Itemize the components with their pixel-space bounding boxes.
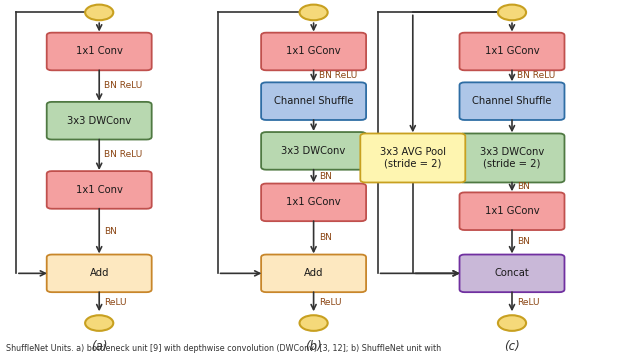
Circle shape	[85, 315, 113, 331]
Circle shape	[300, 5, 328, 20]
Circle shape	[85, 5, 113, 20]
Text: Add: Add	[90, 268, 109, 278]
FancyBboxPatch shape	[261, 33, 366, 70]
Text: ShuffleNet Units. a) bottleneck unit [9] with depthwise convolution (DWConv) [3,: ShuffleNet Units. a) bottleneck unit [9]…	[6, 344, 442, 353]
Text: 3x3 DWConv
(stride = 2): 3x3 DWConv (stride = 2)	[480, 147, 544, 169]
FancyBboxPatch shape	[261, 132, 366, 170]
Circle shape	[498, 5, 526, 20]
FancyBboxPatch shape	[47, 33, 152, 70]
Text: ReLU: ReLU	[517, 298, 540, 307]
FancyBboxPatch shape	[47, 255, 152, 292]
Text: BN ReLU: BN ReLU	[104, 150, 143, 159]
FancyBboxPatch shape	[261, 82, 366, 120]
Text: Channel Shuffle: Channel Shuffle	[472, 96, 552, 106]
Text: ReLU: ReLU	[319, 298, 341, 307]
Text: (a): (a)	[91, 340, 108, 353]
FancyBboxPatch shape	[460, 82, 564, 120]
Text: (c): (c)	[504, 340, 520, 353]
Text: 1x1 Conv: 1x1 Conv	[76, 185, 123, 195]
FancyBboxPatch shape	[460, 133, 564, 182]
FancyBboxPatch shape	[261, 184, 366, 221]
Text: 3x3 DWConv: 3x3 DWConv	[282, 146, 346, 156]
FancyBboxPatch shape	[460, 255, 564, 292]
Circle shape	[498, 315, 526, 331]
Text: BN ReLU: BN ReLU	[319, 71, 357, 80]
Text: BN: BN	[104, 226, 117, 236]
Text: 3x3 DWConv: 3x3 DWConv	[67, 116, 131, 126]
Text: 3x3 AVG Pool
(stride = 2): 3x3 AVG Pool (stride = 2)	[380, 147, 446, 169]
Text: 1x1 GConv: 1x1 GConv	[286, 47, 341, 56]
Text: BN ReLU: BN ReLU	[517, 71, 556, 80]
Text: 1x1 Conv: 1x1 Conv	[76, 47, 123, 56]
Text: Add: Add	[304, 268, 323, 278]
Text: ReLU: ReLU	[104, 298, 127, 307]
FancyBboxPatch shape	[460, 192, 564, 230]
Circle shape	[300, 315, 328, 331]
FancyBboxPatch shape	[460, 33, 564, 70]
Text: Concat: Concat	[495, 268, 529, 278]
Text: 1x1 GConv: 1x1 GConv	[484, 206, 540, 216]
Text: BN ReLU: BN ReLU	[104, 81, 143, 90]
FancyBboxPatch shape	[47, 171, 152, 209]
Text: BN: BN	[517, 182, 530, 191]
Text: Channel Shuffle: Channel Shuffle	[274, 96, 353, 106]
Text: (b): (b)	[305, 340, 322, 353]
Text: 1x1 GConv: 1x1 GConv	[286, 197, 341, 207]
FancyBboxPatch shape	[47, 102, 152, 140]
Text: BN: BN	[517, 237, 530, 246]
FancyBboxPatch shape	[261, 255, 366, 292]
Text: BN: BN	[319, 171, 332, 181]
FancyBboxPatch shape	[360, 133, 465, 182]
Text: 1x1 GConv: 1x1 GConv	[484, 47, 540, 56]
Text: BN: BN	[319, 233, 332, 242]
